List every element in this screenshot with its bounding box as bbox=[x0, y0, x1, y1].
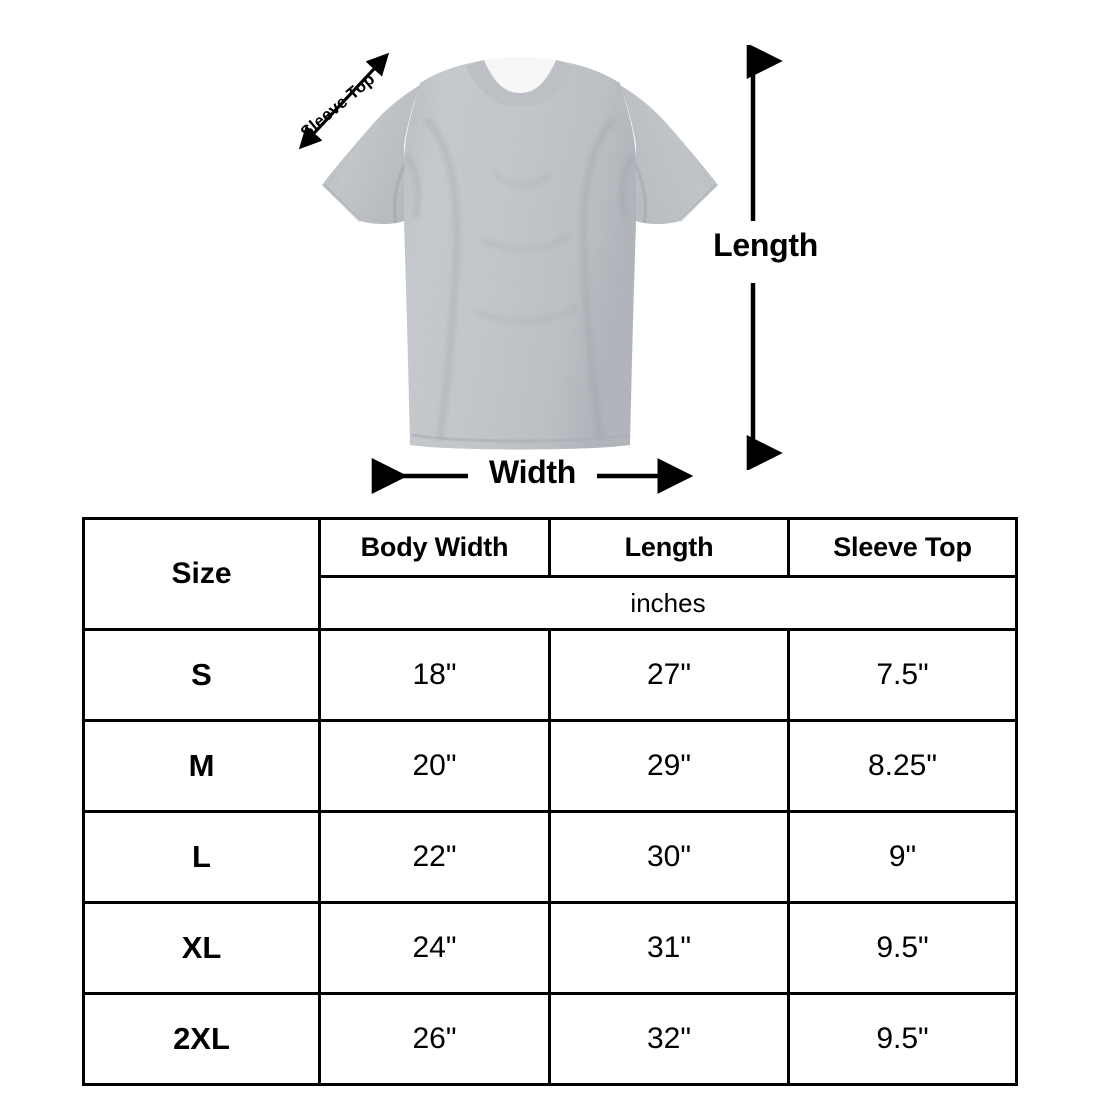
size-chart-table-wrapper: Size Body Width Length Sleeve Top inches… bbox=[82, 517, 1018, 1086]
width-arrow-icon bbox=[371, 458, 694, 494]
cell-size: L bbox=[82, 810, 321, 904]
cell-length: 29" bbox=[548, 719, 790, 813]
table-row: S 18" 27" 7.5" bbox=[82, 628, 1018, 722]
left-sleeve bbox=[322, 85, 420, 224]
cell-body-width: 26" bbox=[318, 992, 551, 1086]
cell-size: 2XL bbox=[82, 992, 321, 1086]
sleeve-top-callout: Sleeve Top bbox=[278, 42, 408, 162]
table-header-row-2-units: inches bbox=[84, 575, 1018, 631]
cell-sleeve-top: 8.25" bbox=[787, 719, 1018, 813]
cell-body-width: 22" bbox=[318, 810, 551, 904]
cell-length: 30" bbox=[548, 810, 790, 904]
t-shirt-photo bbox=[322, 57, 718, 450]
units-cell: inches bbox=[318, 575, 1018, 631]
width-label: Width bbox=[488, 454, 577, 490]
cell-body-width: 18" bbox=[318, 628, 551, 722]
table-row: XL 24" 31" 9.5" bbox=[82, 901, 1018, 995]
length-label: Length bbox=[713, 227, 818, 263]
cell-sleeve-top: 9.5" bbox=[787, 901, 1018, 995]
cell-length: 32" bbox=[548, 992, 790, 1086]
header-sleeve-top: Sleeve Top bbox=[787, 517, 1018, 578]
header-size: Size bbox=[82, 517, 321, 631]
cell-size: S bbox=[82, 628, 321, 722]
cell-body-width: 20" bbox=[318, 719, 551, 813]
shirt-body bbox=[404, 58, 636, 450]
table-row: 2XL 26" 32" 9.5" bbox=[82, 992, 1018, 1086]
left-sleeve-hem bbox=[322, 183, 362, 223]
header-body-width: Body Width bbox=[318, 517, 551, 578]
bottom-hem bbox=[411, 433, 629, 443]
garment-illustration: Sleeve Top Length bbox=[0, 0, 1100, 515]
cell-size: XL bbox=[82, 901, 321, 995]
collar-rib bbox=[466, 60, 574, 107]
cell-size: M bbox=[82, 719, 321, 813]
size-chart-table: Size Body Width Length Sleeve Top inches… bbox=[82, 517, 1018, 1086]
cell-sleeve-top: 9" bbox=[787, 810, 1018, 904]
cell-length: 27" bbox=[548, 628, 790, 722]
fabric-folds bbox=[405, 117, 635, 441]
cell-sleeve-top: 7.5" bbox=[787, 628, 1018, 722]
armhole-seams bbox=[392, 164, 648, 224]
cell-sleeve-top: 9.5" bbox=[787, 992, 1018, 1086]
width-callout: Width bbox=[360, 452, 705, 502]
cell-length: 31" bbox=[548, 901, 790, 995]
sleeve-top-arrow-icon bbox=[298, 52, 390, 150]
cell-body-width: 24" bbox=[318, 901, 551, 995]
header-length: Length bbox=[548, 517, 790, 578]
right-sleeve bbox=[620, 85, 718, 224]
table-header-row-1: Size Body Width Length Sleeve Top bbox=[82, 517, 1018, 631]
table-row: L 22" 30" 9" bbox=[82, 810, 1018, 904]
length-arrow-icon bbox=[746, 43, 783, 471]
table-row: M 20" 29" 8.25" bbox=[82, 719, 1018, 813]
right-sleeve-hem bbox=[678, 183, 718, 223]
length-callout: Length bbox=[690, 43, 890, 471]
